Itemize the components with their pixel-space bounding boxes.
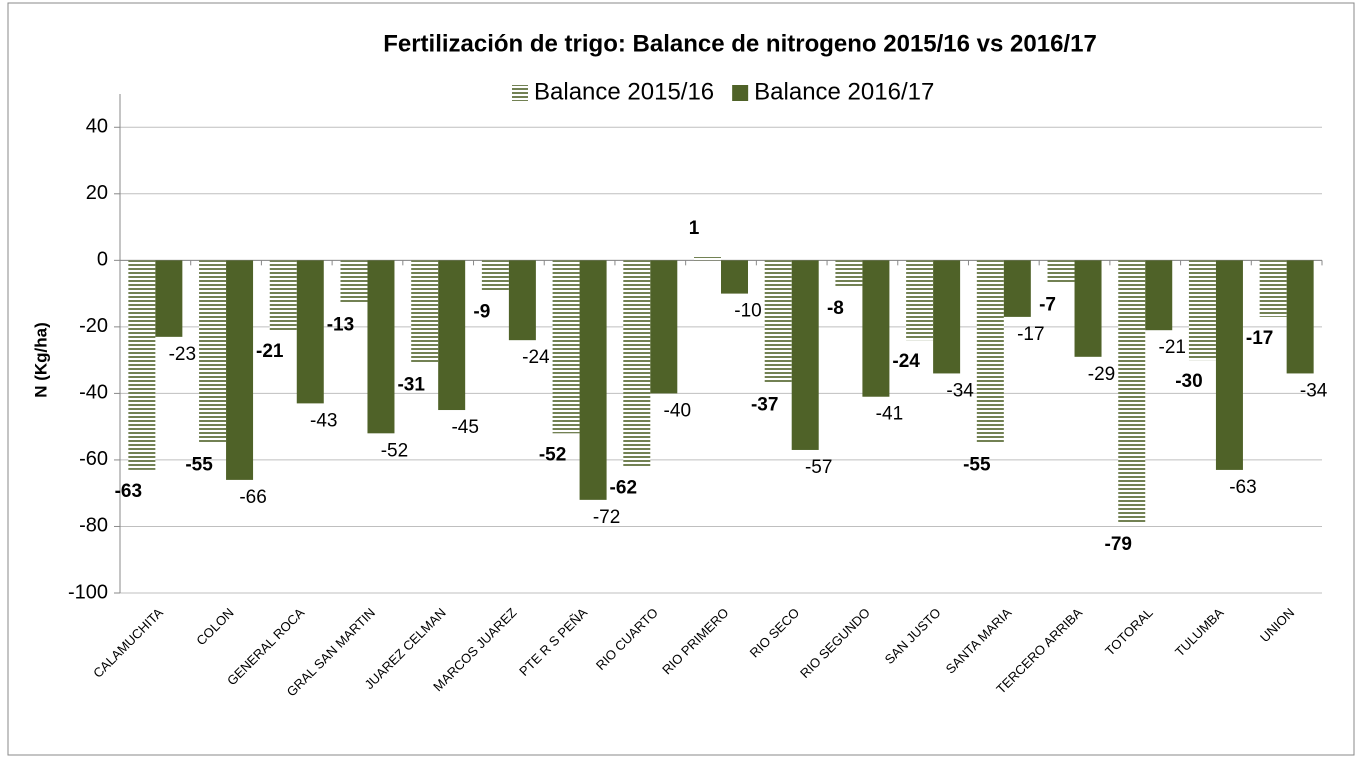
data-label: -45	[451, 417, 478, 438]
bar	[1188, 260, 1216, 361]
data-label: -72	[593, 507, 620, 528]
data-label: -41	[876, 404, 903, 425]
bar	[1259, 260, 1287, 317]
bar	[1003, 260, 1031, 317]
data-label: -57	[805, 457, 832, 478]
bar	[128, 260, 156, 470]
data-label: -10	[734, 301, 761, 322]
data-label: -24	[892, 351, 920, 372]
data-label: -8	[827, 298, 844, 319]
data-label: -40	[664, 400, 691, 421]
bar	[623, 260, 651, 467]
data-label: -17	[1017, 324, 1044, 345]
y-tick-label: 40	[86, 116, 108, 138]
y-tick-label: -40	[79, 382, 108, 404]
bar	[1118, 260, 1146, 524]
y-tick-label: -80	[79, 515, 108, 537]
data-label: -37	[751, 394, 778, 415]
legend-label: Balance 2015/16	[534, 78, 714, 105]
data-label: -29	[1088, 364, 1115, 385]
bar	[226, 260, 254, 480]
y-tick-label: -60	[79, 448, 108, 470]
data-label: 1	[689, 218, 700, 239]
y-tick-label: -100	[68, 581, 108, 603]
data-label: -21	[256, 341, 284, 362]
y-tick-label: 20	[86, 182, 108, 204]
bar	[1074, 260, 1102, 357]
bar	[155, 260, 183, 337]
data-label: -17	[1246, 328, 1273, 349]
bar	[906, 260, 934, 341]
bar	[650, 260, 678, 394]
data-label: -34	[946, 380, 974, 401]
bar	[411, 260, 439, 364]
legend-label: Balance 2016/17	[754, 78, 934, 105]
bar	[933, 260, 961, 374]
data-label: -63	[1229, 477, 1256, 498]
data-label: -7	[1039, 295, 1056, 316]
data-label: -43	[310, 410, 337, 431]
legend-swatch	[732, 85, 749, 101]
data-label: -52	[539, 444, 566, 465]
data-label: -13	[327, 315, 354, 336]
bar	[508, 260, 536, 341]
bar	[199, 260, 227, 444]
bar	[791, 260, 819, 450]
data-label: -66	[239, 487, 266, 508]
bar	[367, 260, 395, 434]
bar	[1047, 260, 1075, 284]
data-label: -79	[1105, 534, 1132, 555]
y-tick-label: -20	[79, 315, 108, 337]
bar	[721, 260, 748, 294]
data-label: -62	[610, 478, 637, 499]
bar	[1215, 260, 1243, 470]
data-label: -63	[115, 481, 142, 502]
bar	[296, 260, 324, 404]
data-label: -52	[381, 440, 408, 461]
data-label: -21	[1159, 337, 1186, 358]
bar	[1286, 260, 1314, 374]
chart-title: Fertilización de trigo: Balance de nitro…	[383, 30, 1097, 57]
data-label: -34	[1300, 380, 1328, 401]
data-label: -9	[473, 301, 490, 322]
data-label: -55	[963, 454, 991, 475]
data-label: -24	[522, 347, 550, 368]
bar	[862, 260, 890, 397]
y-axis-label: N (Kg/ha)	[31, 322, 50, 398]
bar	[579, 260, 607, 500]
bar	[340, 260, 368, 304]
data-label: -31	[397, 374, 425, 395]
bar	[481, 260, 509, 291]
bar	[1145, 260, 1173, 331]
bar	[269, 260, 297, 331]
data-label: -55	[185, 454, 213, 475]
legend-swatch	[512, 85, 528, 101]
bar	[764, 260, 792, 384]
y-tick-label: 0	[97, 249, 108, 271]
bar	[694, 257, 721, 261]
data-label: -30	[1175, 371, 1202, 392]
bar	[976, 260, 1004, 444]
data-label: -23	[169, 344, 196, 365]
bar	[552, 260, 580, 434]
bar	[438, 260, 466, 411]
bar	[835, 260, 863, 287]
